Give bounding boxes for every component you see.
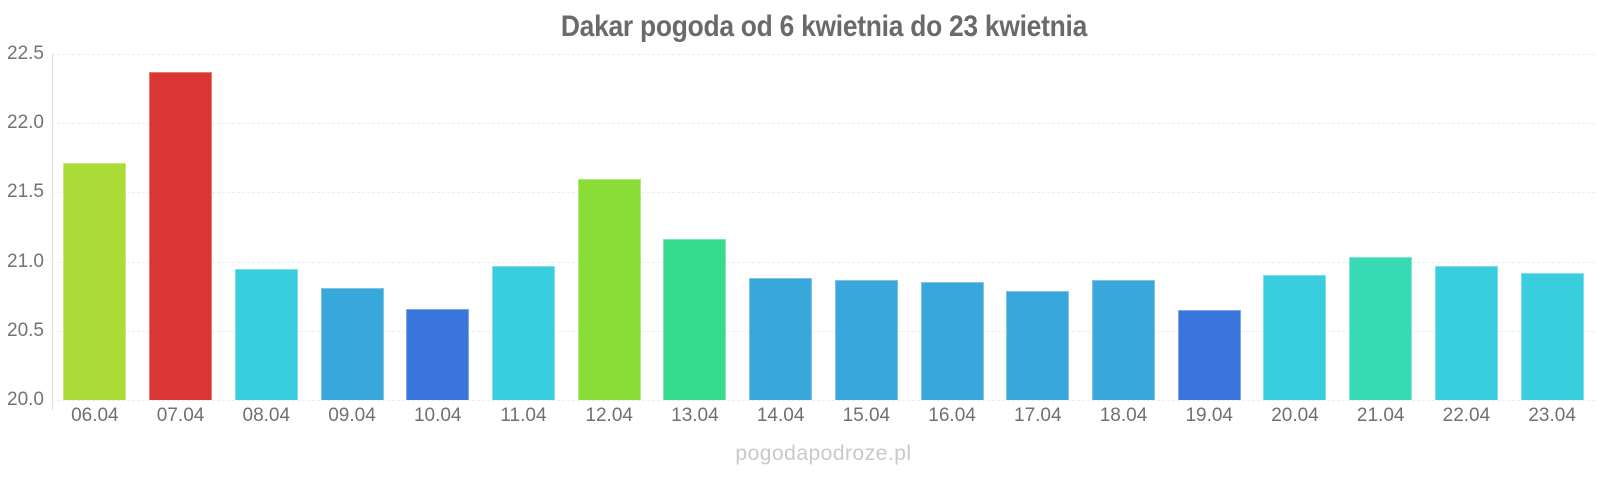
x-tick-label-11.04: 11.04 <box>500 405 547 426</box>
bar-18.04[interactable] <box>1092 279 1156 400</box>
bar-19.04[interactable] <box>1177 310 1241 400</box>
x-tick-label-17.04: 17.04 <box>1014 405 1062 426</box>
x-tick-label-20.04: 20.04 <box>1271 405 1319 426</box>
bar-06.04[interactable] <box>63 163 127 400</box>
gridline-22.5 <box>52 54 1595 55</box>
gridline-20.0 <box>52 400 1595 401</box>
x-tick-label-06.04: 06.04 <box>71 405 119 426</box>
x-tick-label-14.04: 14.04 <box>756 405 805 426</box>
x-tick-label-10.04: 10.04 <box>413 405 462 426</box>
bar-08.04[interactable] <box>234 268 298 400</box>
x-tick-label-09.04: 09.04 <box>328 405 376 426</box>
x-tick-label-07.04: 07.04 <box>156 405 205 426</box>
gridline-20.5 <box>52 330 1595 332</box>
bar-07.04[interactable] <box>149 72 213 400</box>
y-tick-label-22.5: 22.5 <box>7 43 44 64</box>
x-tick-label-16.04: 16.04 <box>928 405 976 426</box>
bar-12.04[interactable] <box>577 178 641 400</box>
bar-10.04[interactable] <box>406 308 470 400</box>
x-tick-label-19.04: 19.04 <box>1185 405 1233 426</box>
x-tick-label-08.04: 08.04 <box>242 405 291 426</box>
bar-20.04[interactable] <box>1263 275 1327 400</box>
y-tick-label-20.5: 20.5 <box>7 319 44 341</box>
y-tick-label-20.0: 20.0 <box>7 389 44 410</box>
x-tick-label-13.04: 13.04 <box>671 405 719 426</box>
y-tick-label-21.0: 21.0 <box>7 250 44 272</box>
bar-14.04[interactable] <box>749 278 813 400</box>
gridline-22.0 <box>52 123 1595 125</box>
bar-21.04[interactable] <box>1349 257 1413 400</box>
y-tick-label-21.5: 21.5 <box>7 181 44 203</box>
bar-13.04[interactable] <box>663 239 727 400</box>
y-axis-line <box>52 54 53 410</box>
chart-title-text: Dakar pogoda od 6 kwietnia do 23 kwietni… <box>560 10 1087 43</box>
watermark: pogodapodroze.pl <box>735 442 912 465</box>
bar-23.04[interactable] <box>1520 272 1584 400</box>
bar-16.04[interactable] <box>920 282 984 400</box>
gridline-21.5 <box>52 192 1595 194</box>
gridline-21.0 <box>52 261 1595 263</box>
bar-15.04[interactable] <box>834 279 898 400</box>
x-tick-label-23.04: 23.04 <box>1528 405 1576 426</box>
chart-title: Dakar pogoda od 6 kwietnia do 23 kwietni… <box>52 10 1595 44</box>
x-tick-label-15.04: 15.04 <box>842 405 891 426</box>
x-tick-label-21.04: 21.04 <box>1356 405 1405 426</box>
x-tick-label-12.04: 12.04 <box>585 405 633 426</box>
x-tick-label-22.04: 22.04 <box>1442 405 1491 426</box>
bar-22.04[interactable] <box>1434 265 1498 400</box>
x-tick-label-18.04: 18.04 <box>1099 405 1148 426</box>
bar-11.04[interactable] <box>491 265 555 400</box>
y-tick-label-22.0: 22.0 <box>7 112 44 134</box>
plot-area: 20.0 20.5 21.0 21.5 22.0 22.5 06.04 07.04 08.04 0… <box>7 44 1595 426</box>
bar-09.04[interactable] <box>320 287 384 400</box>
bar-17.04[interactable] <box>1006 290 1070 400</box>
